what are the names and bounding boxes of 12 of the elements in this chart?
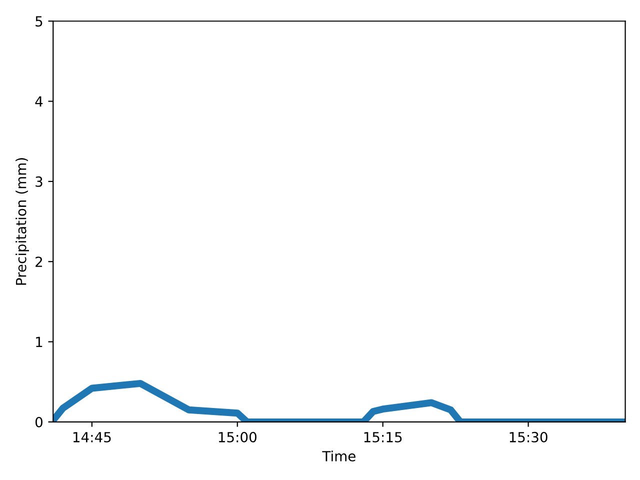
x-tick-label: 14:45	[73, 432, 111, 442]
x-tick-label: 15:00	[218, 432, 256, 442]
x-tick-label: 15:30	[510, 432, 548, 442]
y-tick-label: 5	[36, 16, 42, 27]
y-tick-label: 4	[35, 96, 43, 107]
y-tick-label: 3	[36, 176, 42, 187]
y-axis-title: Precipitation (mm)	[16, 158, 30, 285]
x-tick-label: 15:15	[364, 432, 402, 442]
y-tick-label: 1	[36, 336, 42, 348]
y-tick-label: 2	[36, 256, 42, 267]
y-tick-label: 0	[35, 416, 42, 428]
x-axis-title: Time	[322, 450, 356, 462]
